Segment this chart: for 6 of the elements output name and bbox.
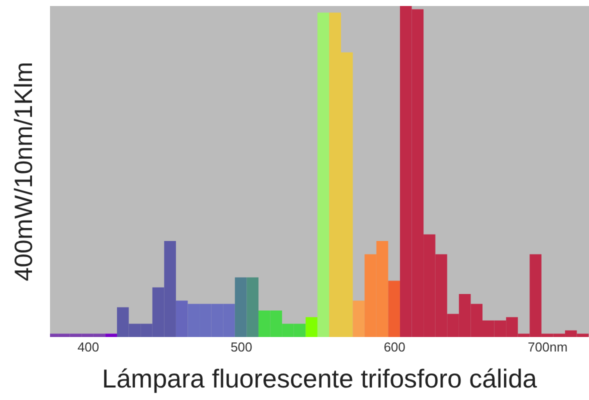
y-axis-title: 400mW/10nm/1Klm [10, 62, 38, 282]
x-tick-label: 700nm [528, 339, 568, 354]
x-tick-label: 400 [77, 339, 100, 354]
x-tick-label: 600 [384, 339, 406, 354]
x-tick-label: 500 [230, 339, 252, 354]
x-axis-title: Lámpara fluorescente trifosforo cálida [102, 364, 538, 394]
